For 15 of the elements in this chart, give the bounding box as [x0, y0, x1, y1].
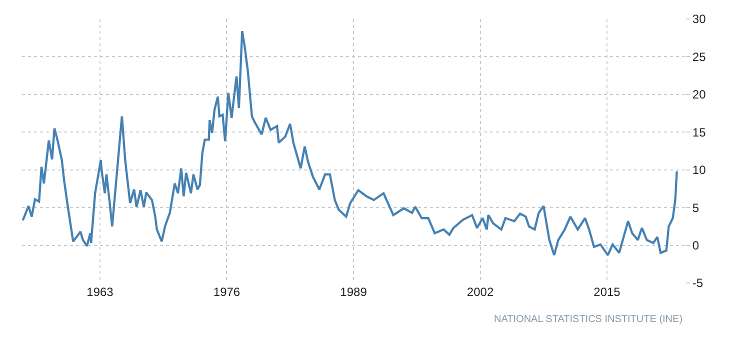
x-tick-label: 1989 [340, 285, 368, 299]
x-tick-label: 1963 [86, 285, 114, 299]
text: NATIONAL STATISTICS INSTITUTE (INE) [494, 314, 683, 325]
line-series [22, 30, 678, 256]
y-tick-label: -5 [692, 276, 704, 290]
y-tick-label: 25 [692, 50, 706, 64]
y-tick-label: 20 [692, 88, 706, 102]
y-tick-label: 10 [692, 163, 706, 178]
y-tick-label: 0 [692, 238, 700, 252]
x-tick-label: 2015 [594, 285, 621, 299]
y-tick-label: 30 [692, 12, 706, 26]
y-tick-label: 15 [692, 125, 706, 140]
x-tick-label: 2002 [466, 285, 494, 299]
x-tick-label: 1976 [213, 285, 240, 299]
y-tick-label: 5 [692, 200, 700, 215]
